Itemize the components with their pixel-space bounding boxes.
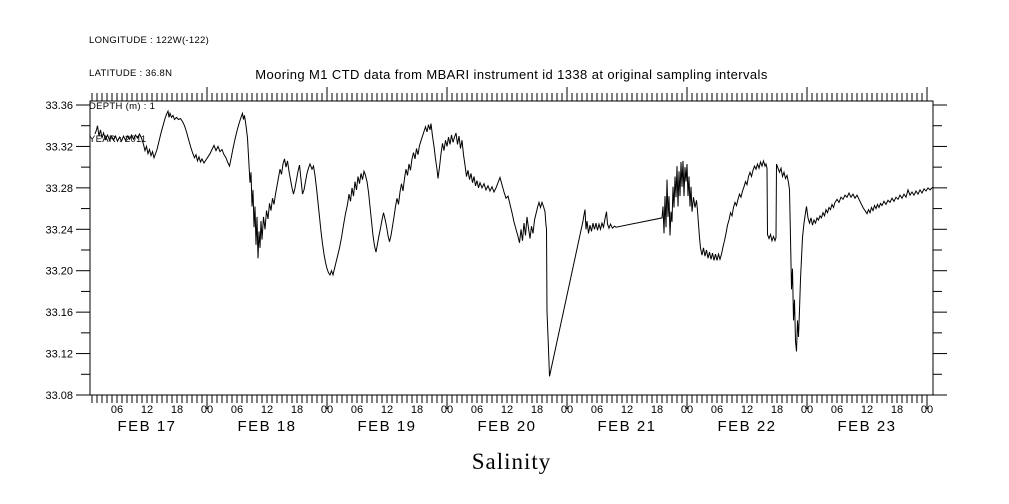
y-axis-ticks	[76, 104, 947, 396]
hour-label: 18	[531, 404, 543, 416]
day-label: FEB 22	[717, 418, 776, 435]
day-label: FEB 17	[117, 418, 176, 435]
hour-label: 06	[471, 404, 483, 416]
day-label: FEB 23	[837, 418, 896, 435]
hour-label: 18	[771, 404, 783, 416]
hour-label: 12	[501, 404, 513, 416]
hour-label: 06	[711, 404, 723, 416]
day-label: FEB 18	[237, 418, 296, 435]
ytick-label: 33.36	[45, 100, 73, 112]
x-axis-ticks	[91, 87, 928, 409]
day-label: FEB 19	[357, 418, 416, 435]
salinity-line	[94, 109, 934, 377]
hour-labels: 06 12 18 00 06 12 18 00 06 12 18 00 06 12 18 00 06 12 18 00…	[111, 404, 933, 416]
info-depth: DEPTH (m) : 1	[89, 101, 156, 112]
hour-label: 12	[261, 404, 273, 416]
hour-label: 00	[921, 404, 933, 416]
frame-rect	[89, 100, 934, 396]
salinity-series-polyline	[94, 109, 934, 377]
ytick-label: 33.08	[45, 390, 73, 402]
y-axis-labels: 33.08 33.12 33.16 33.20 33.24 33.28 33.32 33.36	[45, 100, 73, 402]
hour-label: 18	[411, 404, 423, 416]
hour-label: 18	[891, 404, 903, 416]
hour-label: 12	[381, 404, 393, 416]
hour-label: 12	[621, 404, 633, 416]
hour-label: 12	[861, 404, 873, 416]
ytick-label: 33.24	[45, 224, 73, 236]
ytick-label: 33.32	[45, 141, 73, 153]
plot-frame	[89, 100, 934, 396]
hour-label: 18	[171, 404, 183, 416]
hour-label: 06	[591, 404, 603, 416]
station-info-block: LONGITUDE : 122W(-122) LATITUDE : 36.8N …	[89, 13, 209, 167]
hour-label: 18	[651, 404, 663, 416]
hour-label: 00	[681, 404, 693, 416]
info-latitude: LATITUDE : 36.8N	[89, 68, 173, 79]
day-label: FEB 20	[477, 418, 536, 435]
info-longitude: LONGITUDE : 122W(-122)	[89, 35, 210, 46]
hour-label: 06	[231, 404, 243, 416]
x-axis-variable-label: Salinity	[471, 449, 552, 474]
hour-label: 06	[111, 404, 123, 416]
hour-label: 00	[561, 404, 573, 416]
hour-label: 06	[831, 404, 843, 416]
hour-label: 00	[321, 404, 333, 416]
ytick-label: 33.16	[45, 307, 73, 319]
day-labels: FEB 17 FEB 18 FEB 19 FEB 20 FEB 21 FEB 22 FEB …	[117, 418, 896, 435]
hour-label: 18	[291, 404, 303, 416]
hour-label: 00	[801, 404, 813, 416]
ytick-label: 33.28	[45, 183, 73, 195]
ytick-label: 33.20	[45, 266, 73, 278]
ytick-label: 33.12	[45, 349, 73, 361]
hour-label: 12	[141, 404, 153, 416]
hour-label: 00	[441, 404, 453, 416]
chart-title: Mooring M1 CTD data from MBARI instrumen…	[255, 67, 768, 82]
day-label: FEB 21	[597, 418, 656, 435]
hour-label: 12	[741, 404, 753, 416]
hour-label: 06	[351, 404, 363, 416]
hour-label: 00	[201, 404, 213, 416]
